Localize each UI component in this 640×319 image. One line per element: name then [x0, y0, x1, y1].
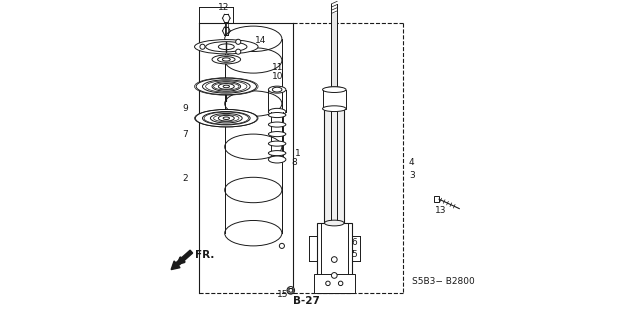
FancyArrow shape: [171, 250, 193, 270]
Text: 8: 8: [291, 158, 297, 167]
Text: B-27: B-27: [293, 296, 320, 306]
Ellipse shape: [218, 115, 234, 121]
Ellipse shape: [196, 78, 257, 95]
Text: 5: 5: [352, 250, 358, 259]
Circle shape: [332, 272, 337, 278]
Ellipse shape: [323, 87, 346, 93]
Circle shape: [287, 286, 294, 294]
Ellipse shape: [218, 44, 234, 50]
Bar: [317, 223, 352, 293]
Ellipse shape: [324, 87, 344, 93]
Ellipse shape: [212, 82, 241, 91]
Ellipse shape: [202, 80, 250, 93]
Ellipse shape: [268, 113, 286, 118]
Ellipse shape: [268, 108, 286, 115]
Text: 12: 12: [218, 3, 230, 11]
Bar: [314, 274, 355, 293]
Circle shape: [236, 39, 241, 44]
Ellipse shape: [218, 84, 234, 89]
Text: 10: 10: [273, 72, 284, 81]
Text: 15: 15: [276, 290, 288, 299]
Circle shape: [289, 288, 292, 292]
Circle shape: [200, 44, 205, 49]
Bar: [324, 90, 344, 223]
Ellipse shape: [268, 151, 286, 156]
Text: 1: 1: [294, 149, 300, 158]
Ellipse shape: [268, 122, 286, 127]
Ellipse shape: [268, 86, 286, 93]
Ellipse shape: [218, 56, 235, 62]
Text: 6: 6: [352, 238, 358, 247]
Ellipse shape: [324, 220, 344, 226]
Text: 4: 4: [409, 158, 415, 167]
Text: FR.: FR.: [195, 250, 214, 260]
Text: 3: 3: [409, 171, 415, 180]
Bar: [323, 90, 346, 109]
Ellipse shape: [222, 58, 230, 61]
Text: S5B3− B2800: S5B3− B2800: [413, 277, 476, 286]
Ellipse shape: [268, 141, 286, 146]
Ellipse shape: [268, 131, 286, 137]
Text: 9: 9: [182, 104, 188, 113]
Ellipse shape: [212, 55, 241, 64]
Ellipse shape: [195, 109, 257, 127]
Ellipse shape: [205, 42, 247, 52]
Ellipse shape: [223, 85, 230, 88]
Ellipse shape: [273, 87, 282, 92]
Circle shape: [339, 281, 343, 286]
Bar: [434, 196, 439, 202]
Circle shape: [326, 281, 330, 286]
Ellipse shape: [211, 114, 242, 123]
Ellipse shape: [223, 117, 230, 120]
Ellipse shape: [323, 106, 346, 112]
Text: 11: 11: [273, 63, 284, 72]
Ellipse shape: [202, 112, 250, 125]
Text: 2: 2: [182, 174, 188, 183]
Ellipse shape: [195, 40, 258, 54]
Bar: [332, 13, 337, 223]
Text: 14: 14: [255, 36, 266, 45]
Circle shape: [236, 49, 241, 54]
Circle shape: [332, 257, 337, 263]
Ellipse shape: [268, 156, 286, 163]
Text: 7: 7: [182, 130, 188, 138]
Text: 13: 13: [435, 206, 447, 215]
